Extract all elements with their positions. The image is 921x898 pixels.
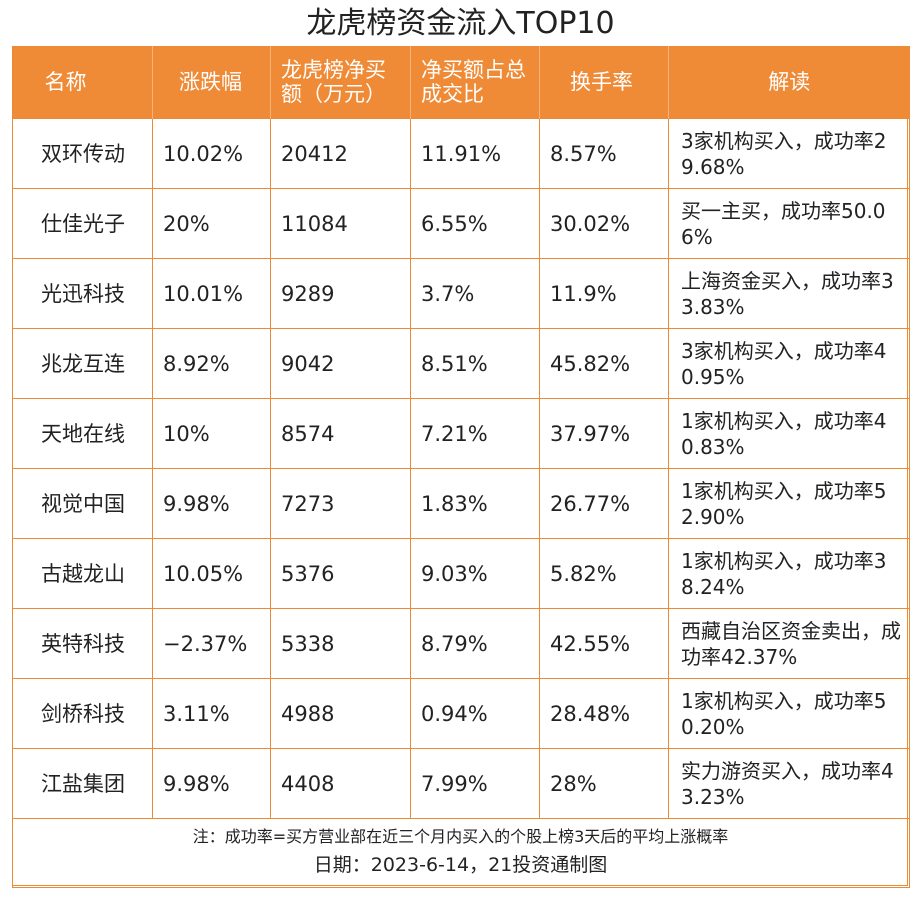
cell-ratio: 7.99%	[410, 748, 540, 819]
table-row: 视觉中国 9.98% 7273 1.83% 26.77% 1家机构买入，成功率52.90%	[12, 468, 910, 539]
cell-change: 3.11%	[152, 678, 271, 749]
table-body: 双环传动 10.02% 20412 11.91% 8.57% 3家机构买入，成功率29.6…	[12, 118, 910, 819]
cell-change: 10.05%	[152, 538, 271, 609]
cell-note: 3家机构买入，成功率40.95%	[668, 328, 910, 399]
cell-net-buy: 7273	[270, 468, 411, 539]
cell-ratio: 8.79%	[410, 608, 540, 679]
cell-name: 剑桥科技	[12, 678, 153, 749]
header-change: 涨跌幅	[152, 46, 271, 119]
footer-cell	[12, 818, 910, 888]
table-row: 剑桥科技 3.11% 4988 0.94% 28.48% 1家机构买入，成功率50.20%	[12, 678, 910, 749]
header-note: 解读	[668, 46, 910, 119]
cell-net-buy: 4408	[270, 748, 411, 819]
table-row: 双环传动 10.02% 20412 11.91% 8.57% 3家机构买入，成功率29.6…	[12, 118, 910, 189]
cell-turnover: 11.9%	[539, 258, 669, 329]
cell-note: 上海资金买入，成功率33.83%	[668, 258, 910, 329]
cell-turnover: 30.02%	[539, 188, 669, 259]
table-row: 天地在线 10% 8574 7.21% 37.97% 1家机构买入，成功率40.83%	[12, 398, 910, 469]
cell-ratio: 7.21%	[410, 398, 540, 469]
lhb-table: 名称 涨跌幅 龙虎榜净买额（万元） 净买额占总成交比 换手率 解读 双环传动 10…	[12, 46, 910, 888]
cell-turnover: 42.55%	[539, 608, 669, 679]
cell-name: 江盐集团	[12, 748, 153, 819]
header-name: 名称	[12, 46, 153, 119]
table-footer-row	[12, 818, 910, 888]
cell-net-buy: 9042	[270, 328, 411, 399]
cell-name: 天地在线	[12, 398, 153, 469]
cell-turnover: 28%	[539, 748, 669, 819]
table-header-row: 名称 涨跌幅 龙虎榜净买额（万元） 净买额占总成交比 换手率 解读	[12, 46, 910, 119]
cell-name: 古越龙山	[12, 538, 153, 609]
cell-net-buy: 5376	[270, 538, 411, 609]
cell-name: 视觉中国	[12, 468, 153, 539]
cell-net-buy: 11084	[270, 188, 411, 259]
table-row: 江盐集团 9.98% 4408 7.99% 28% 实力游资买入，成功率43.23%	[12, 748, 910, 819]
cell-note: 3家机构买入，成功率29.68%	[668, 118, 910, 189]
cell-name: 光迅科技	[12, 258, 153, 329]
cell-change: 20%	[152, 188, 271, 259]
table-row: 光迅科技 10.01% 9289 3.7% 11.9% 上海资金买入，成功率33.83%	[12, 258, 910, 329]
cell-ratio: 0.94%	[410, 678, 540, 749]
header-net-buy: 龙虎榜净买额（万元）	[270, 46, 411, 119]
page-title: 龙虎榜资金流入TOP10	[306, 6, 615, 41]
cell-ratio: 9.03%	[410, 538, 540, 609]
cell-name: 仕佳光子	[12, 188, 153, 259]
cell-note: 实力游资买入，成功率43.23%	[668, 748, 910, 819]
cell-change: 9.98%	[152, 468, 271, 539]
cell-change: 10.01%	[152, 258, 271, 329]
cell-ratio: 6.55%	[410, 188, 540, 259]
table-row: 英特科技 −2.37% 5338 8.79% 42.55% 西藏自治区资金卖出，成功率42…	[12, 608, 910, 679]
cell-net-buy: 4988	[270, 678, 411, 749]
cell-turnover: 37.97%	[539, 398, 669, 469]
cell-ratio: 3.7%	[410, 258, 540, 329]
cell-turnover: 5.82%	[539, 538, 669, 609]
cell-change: −2.37%	[152, 608, 271, 679]
cell-turnover: 8.57%	[539, 118, 669, 189]
table-row: 兆龙互连 8.92% 9042 8.51% 45.82% 3家机构买入，成功率40.95%	[12, 328, 910, 399]
cell-note: 西藏自治区资金卖出，成功率42.37%	[668, 608, 910, 679]
cell-name: 英特科技	[12, 608, 153, 679]
cell-name: 兆龙互连	[12, 328, 153, 399]
header-ratio: 净买额占总成交比	[410, 46, 540, 119]
cell-turnover: 28.48%	[539, 678, 669, 749]
date-credit: 日期：2023-6-14，21投资通制图	[313, 854, 608, 876]
header-turnover: 换手率	[539, 46, 669, 119]
cell-ratio: 11.91%	[410, 118, 540, 189]
cell-note: 1家机构买入，成功率38.24%	[668, 538, 910, 609]
cell-change: 10%	[152, 398, 271, 469]
cell-net-buy: 9289	[270, 258, 411, 329]
cell-ratio: 8.51%	[410, 328, 540, 399]
cell-net-buy: 20412	[270, 118, 411, 189]
table-row: 古越龙山 10.05% 5376 9.03% 5.82% 1家机构买入，成功率38.24%	[12, 538, 910, 609]
cell-name: 双环传动	[12, 118, 153, 189]
cell-turnover: 26.77%	[539, 468, 669, 539]
cell-ratio: 1.83%	[410, 468, 540, 539]
footnote: 注：成功率=买方营业部在近三个月内买入的个股上榜3天后的平均上涨概率	[192, 827, 729, 846]
cell-change: 8.92%	[152, 328, 271, 399]
cell-change: 9.98%	[152, 748, 271, 819]
table-row: 仕佳光子 20% 11084 6.55% 30.02% 买一主买，成功率50.06%	[12, 188, 910, 259]
cell-net-buy: 8574	[270, 398, 411, 469]
cell-change: 10.02%	[152, 118, 271, 189]
cell-note: 1家机构买入，成功率50.20%	[668, 678, 910, 749]
cell-net-buy: 5338	[270, 608, 411, 679]
cell-turnover: 45.82%	[539, 328, 669, 399]
cell-note: 买一主买，成功率50.06%	[668, 188, 910, 259]
cell-note: 1家机构买入，成功率52.90%	[668, 468, 910, 539]
cell-note: 1家机构买入，成功率40.83%	[668, 398, 910, 469]
